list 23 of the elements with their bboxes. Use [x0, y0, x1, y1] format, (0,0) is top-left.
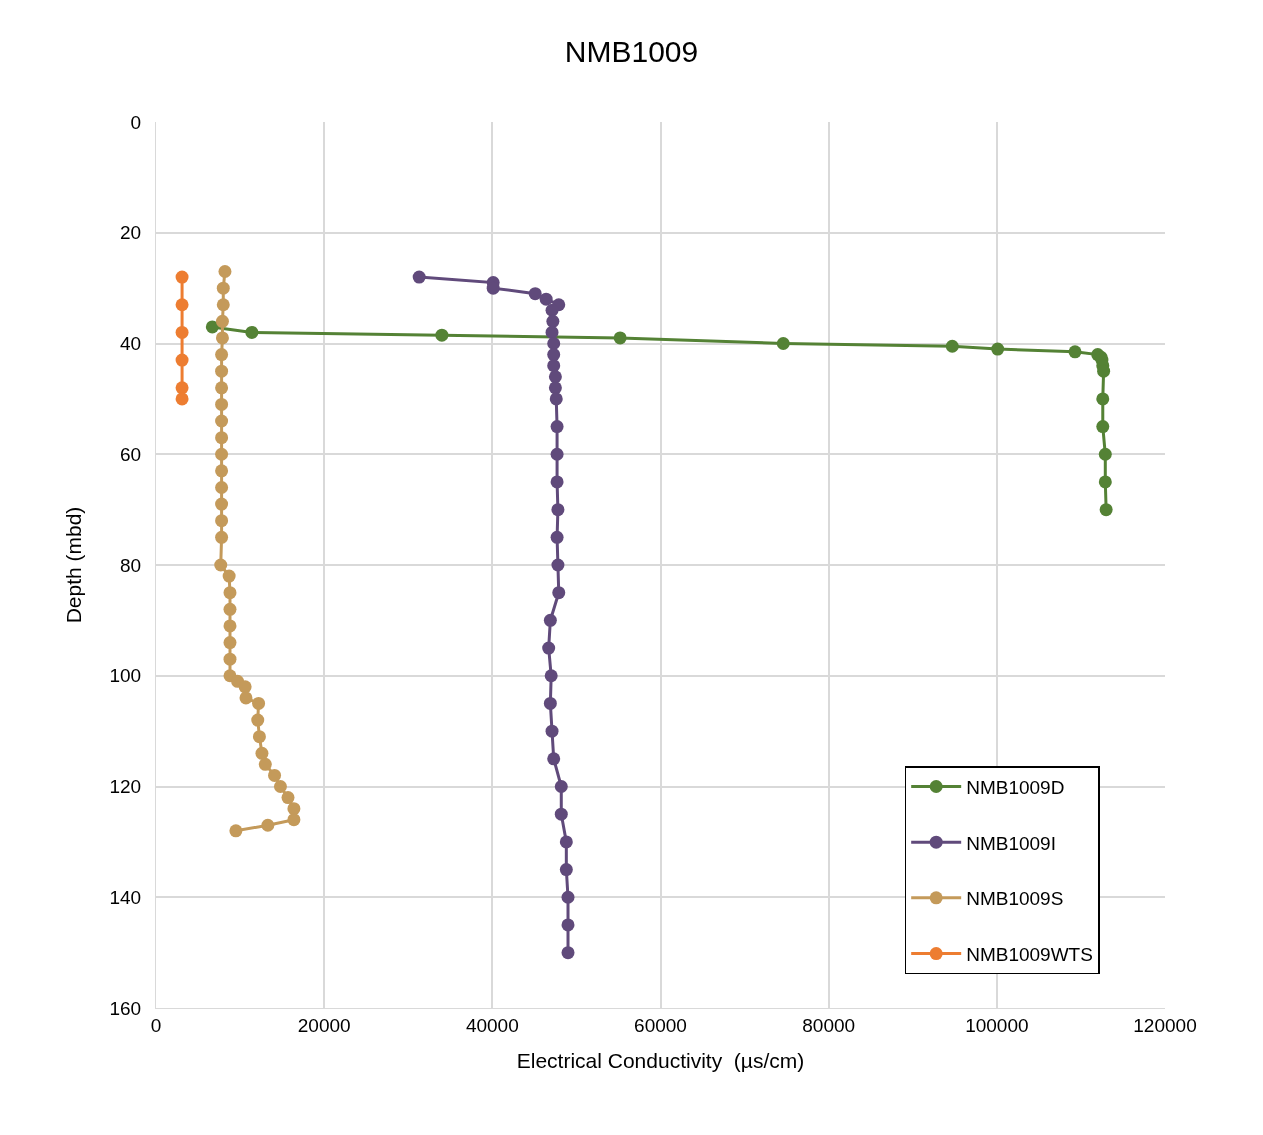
y-tick-label: 140	[109, 886, 142, 908]
y-tick-label: 160	[109, 997, 142, 1019]
x-tick-label: 0	[150, 1014, 162, 1036]
y-tick-label: 100	[109, 665, 142, 687]
y-tick-label: 120	[109, 776, 142, 798]
x-tick-label: 20000	[297, 1014, 351, 1036]
x-tick-label: 120000	[1133, 1014, 1197, 1036]
legend-label: NMB1009I	[966, 832, 1056, 854]
x-tick-label: 40000	[465, 1014, 519, 1036]
x-axis-title: Electrical Conductivity (µs/cm)	[516, 1049, 805, 1072]
y-tick-label: 80	[120, 554, 142, 576]
x-tick-label: 100000	[965, 1014, 1029, 1036]
chart-title: NMB1009	[564, 34, 699, 68]
y-tick-label: 40	[120, 333, 142, 355]
legend-label: NMB1009S	[966, 888, 1064, 910]
y-tick-label: 0	[130, 111, 142, 133]
x-tick-label: 60000	[634, 1014, 687, 1036]
y-axis-title: Depth (mbd)	[61, 506, 85, 624]
x-tick-label: 80000	[802, 1014, 856, 1036]
legend-label: NMB1009WTS	[966, 943, 1093, 965]
legend-label: NMB1009D	[966, 776, 1065, 798]
y-tick-label: 60	[120, 443, 142, 465]
y-tick-label: 20	[120, 222, 142, 244]
